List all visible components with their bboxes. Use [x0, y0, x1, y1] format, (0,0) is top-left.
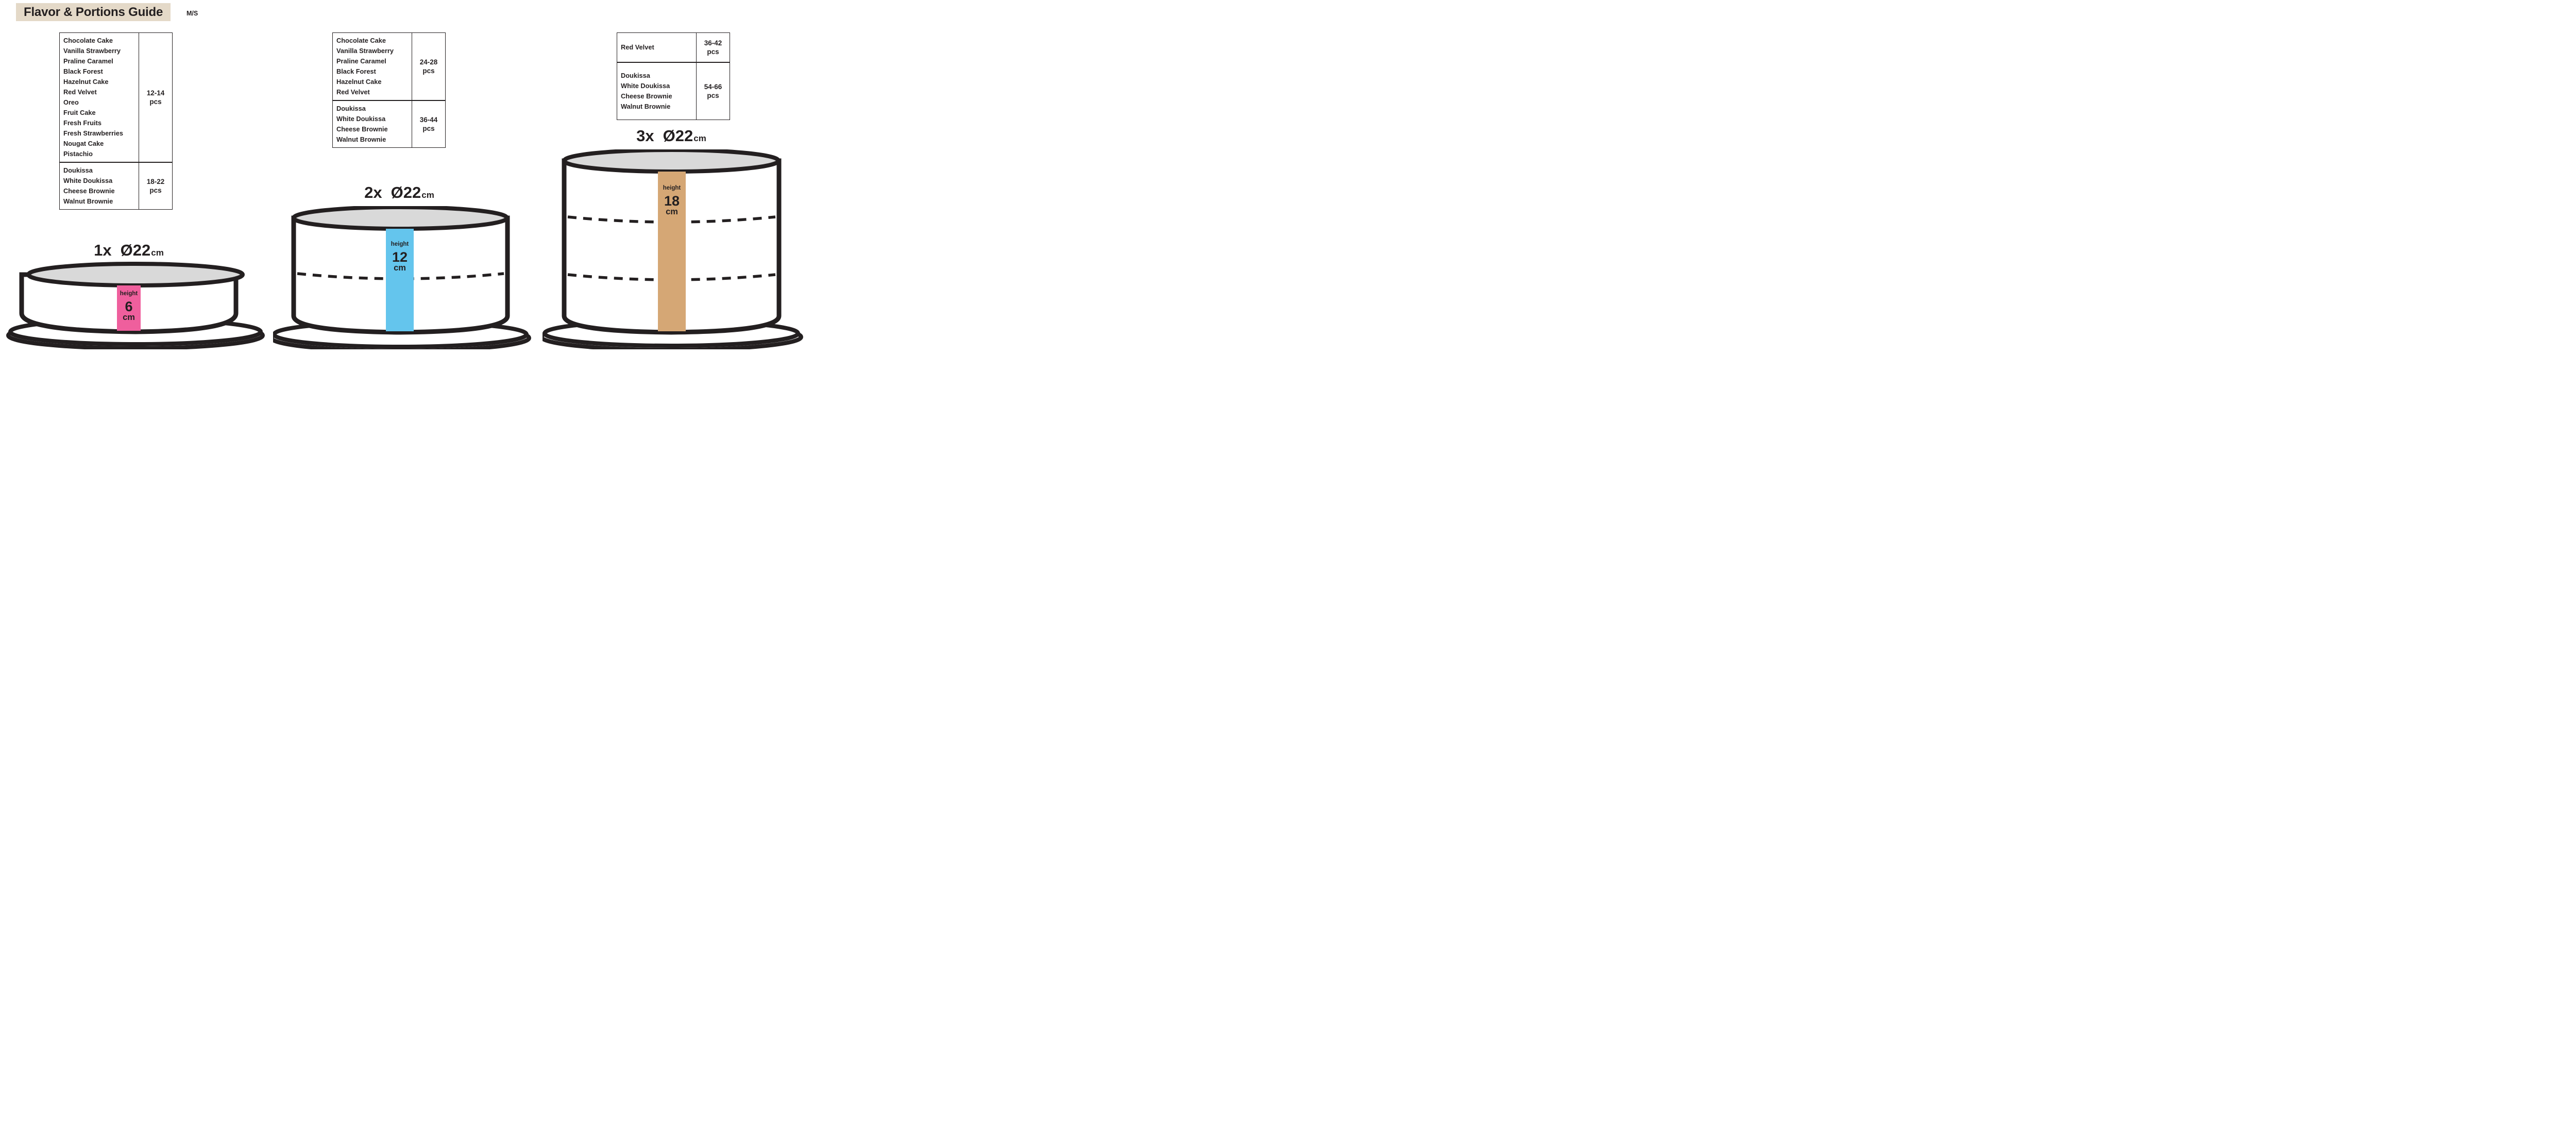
- flavor-item: Doukissa: [621, 72, 650, 79]
- portions-unit: pcs: [149, 187, 162, 194]
- flavor-item: Chocolate Cake: [63, 37, 113, 44]
- title-bar: Flavor & Portions Guide: [16, 3, 171, 21]
- height-bar-value: 6: [125, 299, 133, 314]
- flavor-item: Pistachio: [63, 150, 93, 158]
- table-row: Red Velvet 36-42 pcs: [617, 33, 730, 62]
- size-diameter: Ø22: [120, 241, 151, 259]
- height-bar-label: height: [663, 185, 681, 191]
- flavor-item: Fruit Cake: [63, 109, 96, 116]
- portions-range: 36-42: [704, 39, 722, 47]
- size-count: 3x: [636, 127, 654, 145]
- flavor-item: Red Velvet: [63, 88, 97, 96]
- height-bar-unit: cm: [123, 313, 135, 322]
- flavor-item: Walnut Brownie: [336, 136, 386, 143]
- size-unit: cm: [693, 133, 706, 143]
- flavor-portions-guide: Flavor & Portions Guide M/S Chocolate Ca…: [0, 0, 808, 349]
- flavor-item: Red Velvet: [336, 88, 370, 96]
- flavor-item: Cheese Brownie: [63, 187, 115, 195]
- flavor-item: Red Velvet: [621, 43, 654, 51]
- size-count: 2x: [364, 183, 382, 201]
- portions-cell: 18-22 pcs: [139, 163, 172, 209]
- size-diameter: Ø22: [391, 183, 421, 201]
- flavor-item: Walnut Brownie: [621, 103, 671, 110]
- cake-top-ellipse: [26, 262, 245, 287]
- flavor-item: Black Forest: [336, 67, 376, 75]
- portions-unit: pcs: [707, 92, 719, 99]
- flavor-table-2x: Chocolate Cake Vanilla Strawberry Pralin…: [332, 32, 446, 148]
- cake-top-ellipse: [292, 206, 509, 231]
- height-bar-unit: cm: [394, 263, 406, 273]
- height-bar-1: height 6 cm: [117, 285, 141, 331]
- table-row: Doukissa White Doukissa Cheese Brownie W…: [617, 62, 730, 120]
- portions-cell: 36-44 pcs: [412, 101, 445, 147]
- height-bar-value: 18: [664, 193, 680, 209]
- flavor-item: White Doukissa: [63, 177, 113, 184]
- portions-unit: pcs: [707, 48, 719, 56]
- portions-range: 18-22: [146, 178, 165, 185]
- flavor-item: White Doukissa: [621, 82, 670, 90]
- flavor-item: Cheese Brownie: [336, 125, 388, 133]
- flavors-cell: Doukissa White Doukissa Cheese Brownie W…: [333, 101, 412, 147]
- flavor-item: Praline Caramel: [336, 57, 386, 65]
- flavor-item: Doukissa: [63, 166, 93, 174]
- height-bar-unit: cm: [666, 207, 678, 216]
- page-title: Flavor & Portions Guide: [24, 5, 163, 19]
- flavors-cell: Chocolate Cake Vanilla Strawberry Pralin…: [333, 33, 412, 100]
- flavor-item: Vanilla Strawberry: [63, 47, 121, 55]
- portions-unit: pcs: [149, 98, 162, 106]
- portions-cell: 36-42 pcs: [697, 33, 730, 62]
- height-bar-label: height: [391, 241, 409, 247]
- cake-top-ellipse: [562, 149, 781, 174]
- table-row: Doukissa White Doukissa Cheese Brownie W…: [60, 162, 172, 209]
- flavor-table-1x: Chocolate Cake Vanilla Strawberry Pralin…: [59, 32, 173, 210]
- flavor-item: White Doukissa: [336, 115, 386, 123]
- cake-size-label-1: 1x Ø22 cm: [46, 241, 211, 260]
- table-row: Chocolate Cake Vanilla Strawberry Pralin…: [60, 33, 172, 162]
- portions-unit: pcs: [422, 67, 435, 75]
- portions-unit: pcs: [422, 125, 435, 132]
- brand-mark: M/S: [187, 10, 198, 17]
- portions-cell: 12-14 pcs: [139, 33, 172, 162]
- height-bar-2: height 12 cm: [386, 229, 414, 331]
- portions-range: 54-66: [704, 83, 722, 91]
- table-row: Chocolate Cake Vanilla Strawberry Pralin…: [333, 33, 445, 100]
- size-count: 1x: [94, 241, 112, 259]
- flavor-item: Oreo: [63, 98, 79, 106]
- table-row: Doukissa White Doukissa Cheese Brownie W…: [333, 100, 445, 147]
- size-unit: cm: [151, 248, 164, 258]
- flavor-item: Black Forest: [63, 67, 103, 75]
- flavors-cell: Doukissa White Doukissa Cheese Brownie W…: [60, 163, 139, 209]
- flavor-item: Cheese Brownie: [621, 92, 672, 100]
- height-bar-3: height 18 cm: [658, 172, 686, 331]
- flavor-item: Vanilla Strawberry: [336, 47, 394, 55]
- portions-range: 12-14: [146, 89, 165, 97]
- flavors-cell: Doukissa White Doukissa Cheese Brownie W…: [617, 63, 697, 120]
- flavor-item: Hazelnut Cake: [63, 78, 109, 86]
- flavor-item: Nougat Cake: [63, 140, 104, 147]
- flavor-item: Doukissa: [336, 105, 366, 112]
- portions-range: 36-44: [419, 116, 438, 124]
- flavor-item: Fresh Fruits: [63, 119, 101, 127]
- flavor-table-3x: Red Velvet 36-42 pcs Doukissa White Douk…: [617, 32, 730, 120]
- portions-cell: 54-66 pcs: [697, 63, 730, 120]
- height-bar-value: 12: [392, 249, 408, 265]
- cake-size-label-3: 3x Ø22 cm: [589, 127, 754, 145]
- size-diameter: Ø22: [663, 127, 693, 145]
- flavors-cell: Chocolate Cake Vanilla Strawberry Pralin…: [60, 33, 139, 162]
- flavor-item: Chocolate Cake: [336, 37, 386, 44]
- size-unit: cm: [421, 190, 434, 200]
- portions-range: 24-28: [419, 58, 438, 66]
- height-bar-label: height: [120, 291, 138, 297]
- cake-size-label-2: 2x Ø22 cm: [317, 183, 482, 202]
- portions-cell: 24-28 pcs: [412, 33, 445, 100]
- flavor-item: Fresh Strawberries: [63, 129, 123, 137]
- flavor-item: Praline Caramel: [63, 57, 113, 65]
- flavor-item: Walnut Brownie: [63, 197, 113, 205]
- flavor-item: Hazelnut Cake: [336, 78, 382, 86]
- flavors-cell: Red Velvet: [617, 33, 697, 62]
